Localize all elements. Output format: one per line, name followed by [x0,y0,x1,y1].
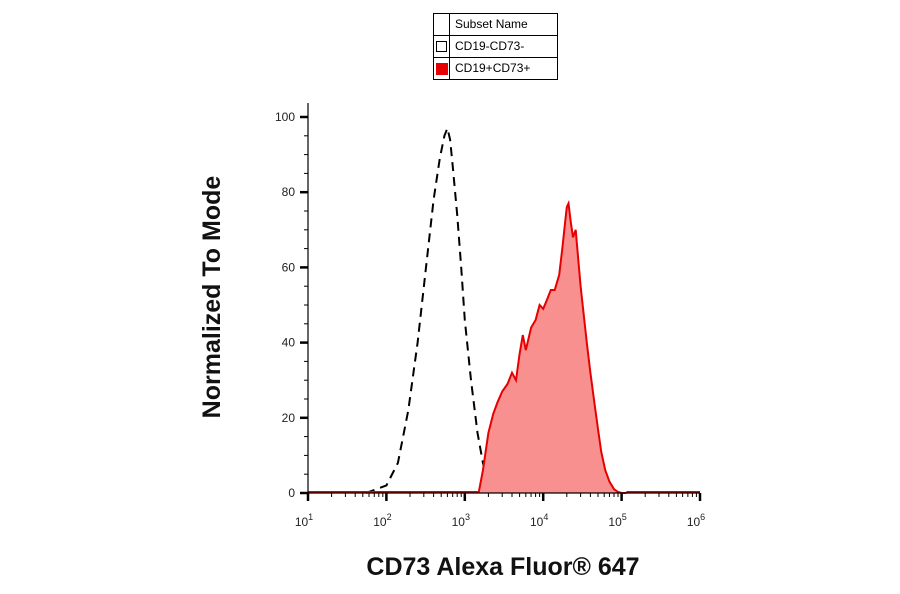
x-axis-ticks: 101 102 103 104 105 106 [295,493,705,529]
x-tick-label: 103 [452,512,470,529]
x-tick-label: 104 [530,512,548,529]
x-tick-label: 105 [608,512,626,529]
legend-swatch-cell [433,57,450,80]
series-layer [308,125,700,494]
x-tick-label: 102 [373,512,391,529]
legend: Subset Name CD19-CD73- CD19+CD73+ [433,13,558,80]
y-tick-label: 60 [282,260,296,274]
y-tick-label: 80 [282,185,296,199]
x-tick-label: 106 [687,512,705,529]
legend-header-row: Subset Name [433,13,558,36]
y-axis-label: Normalized To Mode [198,176,226,419]
series-area-cd19pos-cd73pos [478,203,627,493]
y-axis-ticks: 0 20 40 60 80 100 [275,110,308,500]
y-tick-label: 40 [282,336,296,350]
legend-header: Subset Name [449,13,558,36]
y-tick-label: 20 [282,411,296,425]
y-tick-label: 0 [288,486,295,500]
legend-entry: CD19+CD73+ [433,57,558,80]
x-axis-label: CD73 Alexa Fluor® 647 [366,553,639,581]
legend-swatch-filled-icon [435,62,448,75]
series-line-cd19pos-cd73pos [477,199,627,494]
legend-swatch-empty-icon [436,41,447,53]
axes-layer [307,103,700,494]
legend-entry-label: CD19+CD73+ [449,57,558,80]
y-tick-label: 100 [275,110,295,124]
x-tick-label: 101 [295,512,313,529]
series-line-cd19neg-cd73neg [365,125,497,494]
